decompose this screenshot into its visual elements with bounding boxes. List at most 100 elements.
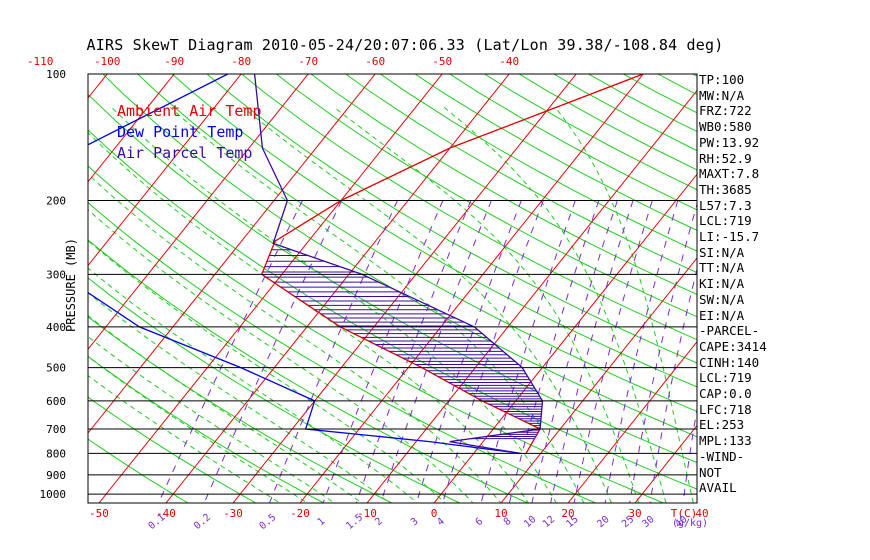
mixing-ratio-line [508,200,600,503]
index-item: MAXT:7.8 [699,166,760,182]
dry-adiabat [88,396,257,503]
bottom-temp-tick: 0 [431,507,438,520]
isotherm [567,340,697,503]
dry-adiabat [88,277,461,503]
mixing-ratio-line [604,200,679,503]
index-item: SW:N/A [699,291,745,307]
index-item: KI:N/A [699,276,745,292]
pressure-tick-label: 200 [46,195,66,208]
dry-adiabat [88,316,393,503]
dry-adiabat [448,74,697,211]
mixing-ratio-tick: 6 [474,516,486,528]
mixing-ratio-tick: 10 [522,514,538,530]
top-temp-tick: -80 [231,55,251,68]
x-axis-label: T(C) [671,507,698,520]
mixing-ratio-tick: 3 [409,516,421,528]
index-item: CAPE:3414 [699,338,767,354]
mixing-ratio-tick: 0.2 [192,512,213,532]
legend: Ambient Air Temp Dew Point Temp Air Parc… [117,101,262,164]
bottom-temp-tick: -40 [156,507,176,520]
pressure-tick-label: 1000 [40,488,67,501]
legend-ambient-air-temp: Ambient Air Temp [117,102,262,120]
index-item: LFC:718 [699,401,752,417]
bottom-temp-tick: 10 [494,507,507,520]
index-item: EI:N/A [699,307,745,323]
index-item: MPL:133 [699,433,752,449]
mixing-ratio-line [269,200,398,503]
index-item: CAP:0.0 [699,386,752,402]
bottom-temp-tick: -10 [357,507,377,520]
index-item: WB0:580 [699,119,752,135]
dry-adiabat [275,74,697,318]
index-item: AVAIL [699,480,737,496]
bottom-temp-tick: -20 [290,507,310,520]
index-item: PW:13.92 [699,134,760,150]
bottom-temp-tick: 40 [695,507,708,520]
dry-adiabat [88,239,529,503]
ambient-air-temp-line [260,74,644,454]
dry-adiabat [310,74,697,295]
y-axis-label: PRESSURE (MB) [64,238,78,332]
mixing-ratio-line [442,200,544,503]
moist-adiabat [88,374,281,503]
moist-adiabat [88,173,502,503]
isotherm [769,74,870,503]
bottom-temp-tick: 30 [628,507,641,520]
index-item: L57:7.3 [699,197,752,213]
isotherm [299,74,644,503]
dry-adiabat [88,129,697,490]
mixing-ratio-tick: 8 [502,516,514,528]
mixing-ratio-line [480,200,576,503]
isotherm [366,89,697,503]
moist-adiabat [88,209,474,503]
pressure-tick-label: 100 [46,68,66,81]
pressure-tick-label: 600 [46,395,66,408]
cape-hatching [262,249,543,440]
pressure-tick-label: 900 [46,469,66,482]
mixing-ratio-line [380,200,492,503]
top-temp-tick: -70 [298,55,318,68]
dry-adiabat [102,74,697,438]
legend-dew-point-temp: Dew Point Temp [117,123,244,141]
moist-adiabat [88,131,530,503]
index-item: TH:3685 [699,181,752,197]
mixing-ratio-unit: (g/kg) [672,518,708,529]
mixing-ratio-tick: 4 [435,516,447,528]
mixing-ratio-tick: 20 [595,514,611,530]
pressure-tick-label: 400 [46,321,66,334]
index-item: RH:52.9 [699,150,752,166]
chart-title: AIRS SkewT Diagram 2010-05-24/20:07:06.3… [86,36,724,54]
dry-adiabat [171,74,697,388]
moist-adiabat [242,106,612,503]
isotherm [88,74,309,351]
mixing-ratio-line [355,200,472,503]
moist-adiabats [88,106,694,503]
isotherm [0,74,40,503]
mixing-ratio-tick: 12 [541,514,557,530]
dry-adiabat [136,74,697,413]
mixing-ratio-tick: 0.5 [258,512,279,532]
isotherm [634,424,697,503]
pressure-tick-label: 800 [46,447,66,460]
moist-adiabat [333,106,640,503]
mixing-ratio-line [203,200,343,503]
isotherm [88,74,108,99]
isotherm [88,74,175,183]
legend-air-parcel-temp: Air Parcel Temp [117,144,253,162]
index-item: CINH:140 [699,354,760,370]
plot-frame [87,73,698,504]
index-item: MW:N/A [699,87,745,103]
index-item: FRZ:722 [699,103,752,119]
isotherm [433,173,697,503]
isotherm [500,257,697,503]
moist-adiabat [554,106,694,503]
pressure-tick-label: 500 [46,362,66,375]
dry-adiabat [88,438,189,503]
dry-adiabat [88,201,597,503]
mixing-ratio-line [550,200,634,503]
index-item: TT:N/A [699,260,745,276]
dry-adiabat [88,93,697,464]
index-item: TP:100 [699,72,745,87]
isotherm [165,74,510,503]
